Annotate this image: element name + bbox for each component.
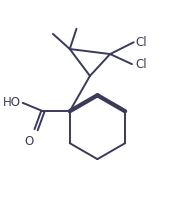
Text: Cl: Cl — [135, 58, 147, 71]
Text: HO: HO — [3, 96, 21, 109]
Text: O: O — [25, 135, 34, 148]
Text: Cl: Cl — [135, 36, 147, 49]
